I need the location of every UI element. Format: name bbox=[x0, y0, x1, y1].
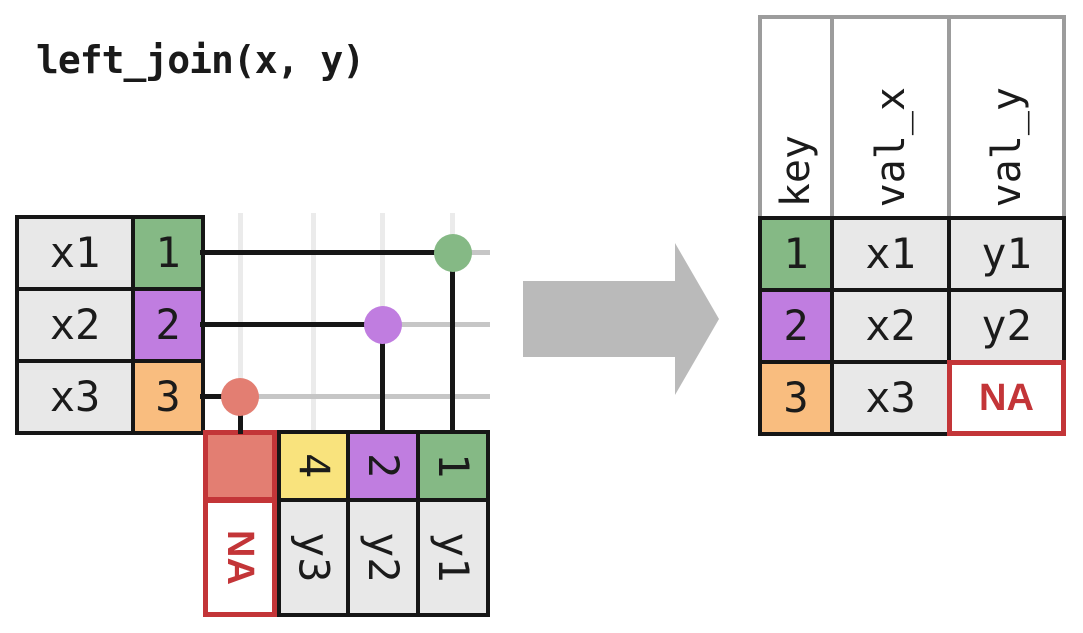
cell-text: x2 bbox=[865, 301, 916, 350]
na-text: NA bbox=[979, 377, 1034, 419]
result-na-cell: NA bbox=[947, 360, 1066, 436]
match-line-2 bbox=[200, 322, 385, 327]
header-text: key bbox=[773, 134, 819, 207]
na-text: NA bbox=[219, 530, 261, 585]
cell-text: x1 bbox=[865, 229, 916, 278]
cell-text: 2 bbox=[783, 301, 809, 350]
cell-text: 2 bbox=[359, 453, 408, 479]
result-header-key: key bbox=[758, 15, 834, 221]
result-header-val-y: val_y bbox=[947, 15, 1066, 221]
diagram-title: left_join(x, y) bbox=[36, 38, 365, 82]
match-dot-purple bbox=[364, 306, 402, 344]
match-line-2 bbox=[380, 325, 385, 434]
grid-line-horizontal bbox=[205, 394, 490, 399]
cell-text: 3 bbox=[155, 372, 181, 421]
cell-text: x1 bbox=[49, 228, 101, 277]
match-dot-red bbox=[221, 378, 259, 416]
table-x-key-cell: 1 bbox=[131, 215, 205, 291]
match-line-1 bbox=[450, 253, 455, 434]
match-dot-green bbox=[434, 234, 472, 272]
result-val-cell: y1 bbox=[947, 216, 1066, 292]
table-y-key-cell: 1 bbox=[416, 430, 490, 502]
table-y-na-cell: NA bbox=[203, 498, 277, 617]
cell-text: 3 bbox=[783, 373, 809, 422]
arrow-icon bbox=[523, 281, 675, 357]
cell-text: 1 bbox=[783, 229, 809, 278]
cell-text: y1 bbox=[429, 532, 478, 583]
arrow-icon bbox=[675, 243, 719, 395]
table-y-val-cell: y1 bbox=[416, 498, 490, 617]
table-y-key-cell: 2 bbox=[346, 430, 420, 502]
cell-text: y2 bbox=[981, 301, 1032, 350]
match-line-1 bbox=[200, 250, 455, 255]
cell-text: 2 bbox=[155, 300, 181, 349]
cell-text: x2 bbox=[49, 300, 101, 349]
table-x-key-cell: 3 bbox=[131, 359, 205, 435]
table-y-val-cell: y3 bbox=[277, 498, 350, 617]
result-key-cell: 3 bbox=[758, 360, 834, 436]
cell-text: x3 bbox=[49, 372, 101, 421]
result-header-val-x: val_x bbox=[830, 15, 951, 221]
table-x-val-cell: x1 bbox=[15, 215, 135, 291]
result-val-cell: y2 bbox=[947, 288, 1066, 364]
table-y-unmatched-key-cell bbox=[203, 430, 277, 502]
result-val-cell: x3 bbox=[830, 360, 951, 436]
result-key-cell: 1 bbox=[758, 216, 834, 292]
header-text: val_x bbox=[867, 86, 914, 207]
table-x-val-cell: x3 bbox=[15, 359, 135, 435]
header-text: val_y bbox=[983, 86, 1030, 207]
cell-text: y1 bbox=[981, 229, 1032, 278]
cell-text: y2 bbox=[359, 532, 408, 583]
table-y-key-cell: 4 bbox=[277, 430, 350, 502]
table-y-val-cell: y2 bbox=[346, 498, 420, 617]
cell-text: 1 bbox=[429, 453, 478, 479]
table-x-val-cell: x2 bbox=[15, 287, 135, 363]
cell-text: y3 bbox=[289, 532, 339, 583]
result-val-cell: x2 bbox=[830, 288, 951, 364]
table-x-key-cell: 2 bbox=[131, 287, 205, 363]
cell-text: 1 bbox=[155, 228, 181, 277]
cell-text: x3 bbox=[865, 373, 916, 422]
cell-text: 4 bbox=[289, 453, 339, 479]
result-key-cell: 2 bbox=[758, 288, 834, 364]
result-val-cell: x1 bbox=[830, 216, 951, 292]
